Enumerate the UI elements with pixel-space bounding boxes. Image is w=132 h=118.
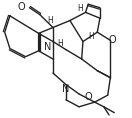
Text: H: H — [57, 39, 63, 48]
Text: H: H — [48, 16, 53, 25]
Text: N: N — [62, 84, 70, 94]
Text: N: N — [44, 42, 51, 52]
Text: H: H — [88, 32, 94, 41]
Text: O: O — [109, 35, 116, 45]
Text: O: O — [17, 2, 25, 12]
Text: O: O — [84, 92, 92, 102]
Text: H: H — [77, 4, 83, 13]
